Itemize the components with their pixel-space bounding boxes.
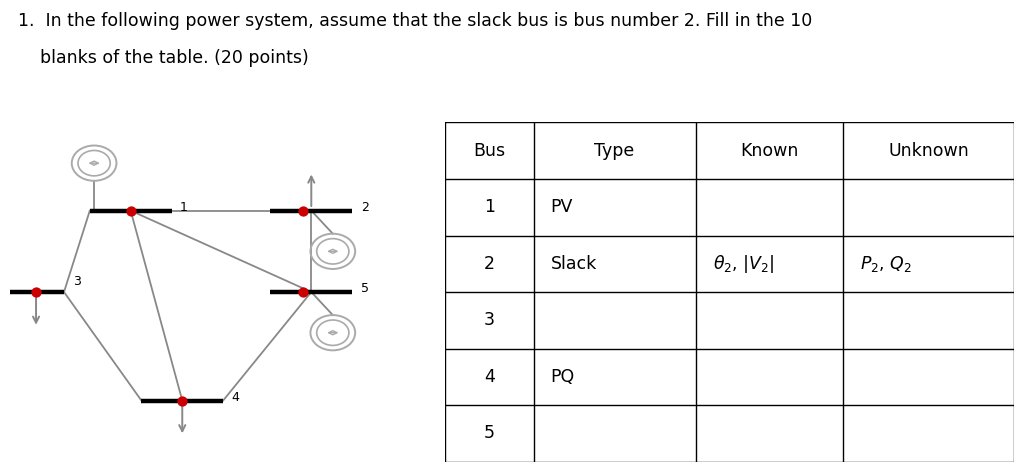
Text: 3: 3 <box>73 276 81 288</box>
Text: 1.  In the following power system, assume that the slack bus is bus number 2. Fi: 1. In the following power system, assume… <box>18 12 813 30</box>
Text: PQ: PQ <box>551 368 574 386</box>
Text: 1: 1 <box>180 201 188 214</box>
Point <box>295 207 311 214</box>
Text: Bus: Bus <box>473 142 506 160</box>
Text: 1: 1 <box>484 198 495 216</box>
Text: Type: Type <box>594 142 635 160</box>
Text: 5: 5 <box>360 282 369 295</box>
Point <box>174 397 190 404</box>
Text: Unknown: Unknown <box>888 142 969 160</box>
Text: 4: 4 <box>231 390 240 404</box>
Point <box>123 207 139 214</box>
Text: Slack: Slack <box>551 255 597 273</box>
Text: blanks of the table. (20 points): blanks of the table. (20 points) <box>18 49 309 67</box>
Text: Known: Known <box>740 142 799 160</box>
Text: 2: 2 <box>484 255 495 273</box>
Point <box>295 288 311 296</box>
Text: 4: 4 <box>484 368 495 386</box>
Point <box>28 288 44 296</box>
Text: 5: 5 <box>484 424 495 442</box>
Text: 2: 2 <box>360 201 369 214</box>
Text: $\theta_2$, $|V_2|$: $\theta_2$, $|V_2|$ <box>713 253 774 275</box>
Text: 3: 3 <box>484 311 495 329</box>
Text: $P_2$, $Q_2$: $P_2$, $Q_2$ <box>860 254 912 274</box>
Text: PV: PV <box>551 198 573 216</box>
